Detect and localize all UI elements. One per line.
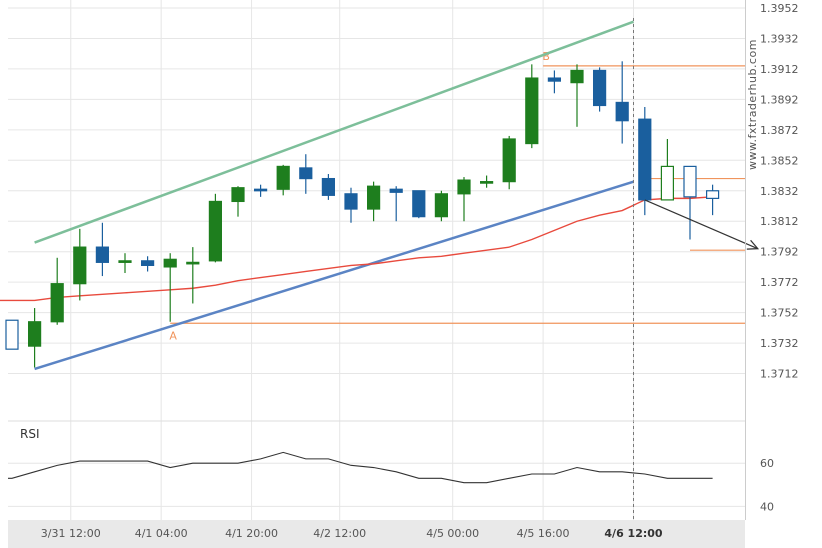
price-tick-label: 1.3932 [760, 32, 799, 45]
time-tick-label: 4/1 04:00 [135, 527, 188, 540]
candle-body [615, 101, 629, 122]
gridlines [8, 0, 745, 520]
candle-body [502, 138, 516, 183]
time-tick-label: 4/1 20:00 [225, 527, 278, 540]
candles [5, 61, 720, 368]
x-axis-band [8, 520, 745, 548]
time-tick-label: 4/6 12:00 [604, 527, 663, 540]
candle-body [28, 321, 42, 347]
moving-average-line [0, 196, 713, 302]
forecast-arrow-line [644, 199, 759, 250]
candle-body [231, 187, 245, 203]
candle-body [186, 261, 200, 265]
channel-lower-line [34, 180, 634, 371]
price-tick-label: 1.3852 [760, 154, 799, 167]
candle-body [141, 260, 155, 267]
candle-body [434, 193, 448, 218]
candle-body [592, 69, 607, 107]
rsi-panel [8, 451, 713, 484]
price-tick-label: 1.3772 [760, 276, 799, 289]
candle-body [570, 69, 584, 84]
time-tick-label: 4/2 12:00 [313, 527, 366, 540]
candle-body [95, 246, 110, 263]
candle-body [208, 200, 222, 262]
price-tick-label: 1.3732 [760, 337, 799, 350]
price-tick-label: 1.3912 [760, 63, 799, 76]
price-tick-label: 1.3712 [760, 368, 799, 381]
channel-upper-line [34, 20, 634, 244]
candle-body [412, 190, 426, 218]
candle-body [660, 165, 675, 201]
rsi-tick-label: 40 [760, 500, 774, 513]
axes: 1.3952 1.3932 1.3912 1.3892 1.3872 1.3852 1.38… [8, 0, 799, 548]
rsi-tick-label: 60 [760, 457, 774, 470]
price-tick-label: 1.3892 [760, 93, 799, 106]
annotations [633, 18, 760, 520]
price-tick-label: 1.3792 [760, 246, 799, 259]
candle-body [457, 179, 471, 195]
price-tick-label: 1.3812 [760, 215, 799, 228]
candle-body [73, 246, 87, 285]
candle-body [50, 283, 64, 323]
candle-body [344, 193, 358, 210]
candle-body [389, 188, 403, 193]
candle-body [321, 177, 335, 196]
candle-body [683, 165, 697, 198]
candle-body [367, 185, 381, 210]
horizontal-levels: AB [169, 50, 745, 342]
candle-body [480, 181, 494, 184]
price-tick-label: 1.3952 [760, 2, 799, 15]
candle-body [638, 118, 652, 201]
candle-body [276, 165, 290, 190]
point-label-B: B [542, 50, 550, 63]
price-tick-label: 1.3832 [760, 185, 799, 198]
time-tick-label: 3/31 12:00 [41, 527, 101, 540]
candle-body [254, 188, 268, 192]
candle-body [5, 319, 19, 350]
candle-body [163, 258, 177, 268]
price-tick-label: 1.3872 [760, 124, 799, 137]
candle-body [705, 190, 720, 199]
forecast-arrow-head [746, 239, 760, 250]
candle-body [525, 77, 539, 145]
candle-body [299, 167, 313, 180]
rsi-line [8, 451, 713, 484]
channel-lines [34, 20, 634, 371]
candle-body [547, 77, 562, 82]
time-tick-label: 4/5 00:00 [426, 527, 479, 540]
point-label-A: A [169, 329, 177, 342]
candle-body [118, 260, 132, 263]
moving-average [0, 196, 713, 302]
rsi-label: RSI [20, 427, 40, 441]
price-tick-label: 1.3752 [760, 307, 799, 320]
time-tick-label: 4/5 16:00 [517, 527, 570, 540]
watermark: www.fxtraderhub.com [746, 39, 759, 170]
